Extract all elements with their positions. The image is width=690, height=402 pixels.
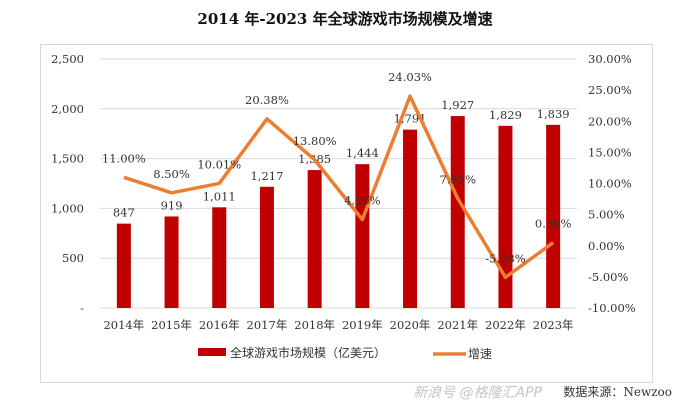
bar [355, 164, 370, 308]
bar-data-label: 1,011 [203, 189, 236, 203]
right-tick-label: -5.00% [588, 270, 628, 284]
source-note: 数据来源：Newzoo [563, 385, 672, 399]
line-data-label: 24.03% [388, 70, 432, 84]
right-tick-label: 25.00% [588, 83, 632, 97]
x-tick-label: 2022年 [485, 318, 526, 332]
left-tick-label: 1,000 [51, 201, 84, 215]
line-data-label: -5.08% [485, 251, 525, 265]
chart-title: 2014 年-2023 年全球游戏市场规模及增速 [197, 10, 493, 28]
line-data-label: 8.50% [153, 167, 190, 181]
right-tick-label: 5.00% [588, 208, 625, 222]
x-tick-label: 2014年 [103, 318, 144, 332]
left-tick-label: - [80, 301, 84, 315]
bar [164, 216, 179, 308]
bar [259, 186, 274, 308]
line-data-label: 10.01% [197, 157, 241, 171]
left-tick-label: 500 [62, 251, 84, 265]
x-tick-label: 2018年 [294, 318, 335, 332]
right-tick-label: 15.00% [588, 145, 632, 159]
bar [307, 170, 322, 308]
x-tick-label: 2017年 [247, 318, 288, 332]
line-data-label: 4.20% [344, 194, 381, 208]
bar-data-label: 1,217 [250, 169, 283, 183]
watermark: 新浪号 @格隆汇APP [413, 385, 542, 401]
line-data-label: 7.59% [439, 173, 476, 187]
left-tick-label: 1,500 [51, 152, 84, 166]
bar-data-label: 847 [113, 206, 135, 220]
right-tick-label: 30.00% [588, 52, 632, 66]
bar-data-label: 1,927 [441, 98, 474, 112]
legend-bar-swatch [198, 348, 226, 356]
line-data-label: 0.50% [535, 217, 572, 231]
bar [212, 207, 227, 308]
right-tick-label: 10.00% [588, 177, 632, 191]
bar [450, 116, 465, 308]
bar [546, 124, 561, 308]
x-tick-label: 2021年 [437, 318, 478, 332]
legend-line-label: 增速 [468, 347, 492, 361]
x-tick-label: 2019年 [342, 318, 383, 332]
bar-data-label: 1,444 [346, 146, 379, 160]
left-tick-label: 2,500 [51, 52, 84, 66]
x-tick-label: 2023年 [533, 318, 574, 332]
right-tick-label: 0.00% [588, 239, 625, 253]
right-tick-label: 20.00% [588, 114, 632, 128]
growth-line [123, 94, 555, 280]
line-data-label: 20.38% [245, 93, 289, 107]
bar [498, 125, 513, 308]
bar [116, 223, 131, 308]
left-tick-label: 2,000 [51, 102, 84, 116]
bar-data-label: 1,839 [537, 107, 570, 121]
x-tick-label: 2015年 [151, 318, 192, 332]
right-tick-label: -10.00% [588, 301, 636, 315]
legend-bar-label: 全球游戏市场规模（亿美元） [230, 345, 386, 360]
bar-data-label: 919 [161, 198, 183, 212]
chart-frame [40, 44, 653, 383]
line-data-label: 11.00% [102, 151, 146, 165]
line-data-label: 13.80% [293, 134, 337, 148]
bar-data-label: 1,829 [489, 108, 522, 122]
x-tick-label: 2020年 [390, 318, 431, 332]
x-tick-label: 2016年 [199, 318, 240, 332]
bar [403, 129, 418, 308]
